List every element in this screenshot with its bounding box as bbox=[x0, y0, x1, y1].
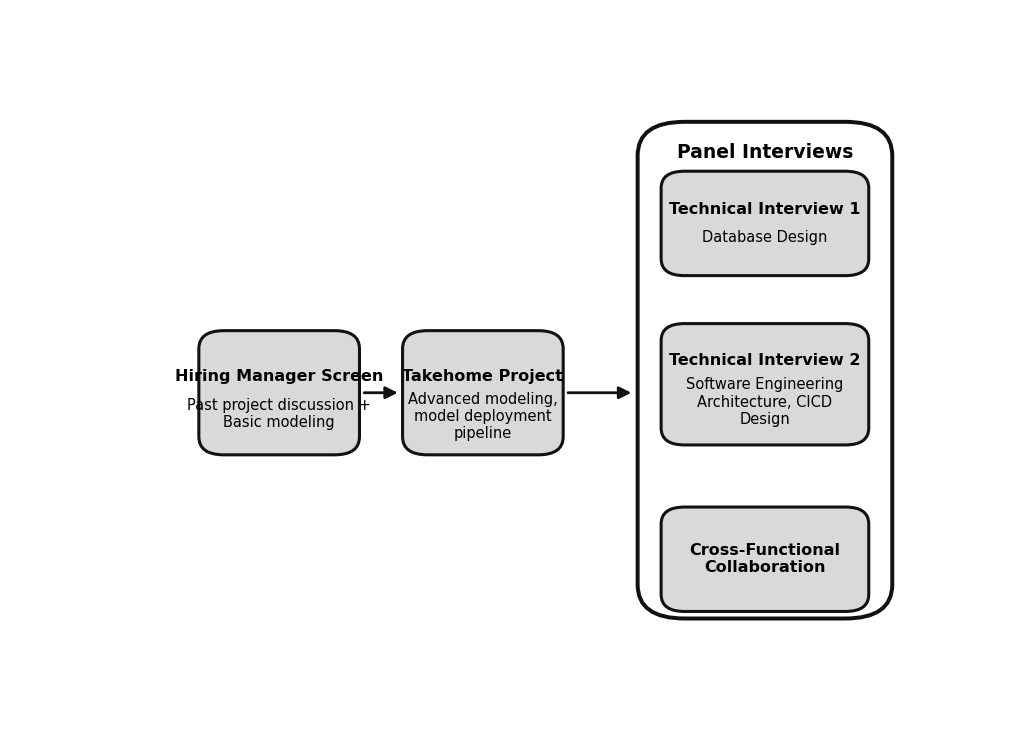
FancyBboxPatch shape bbox=[402, 331, 563, 454]
Text: Cross-Functional
Collaboration: Cross-Functional Collaboration bbox=[690, 543, 840, 575]
Text: Database Design: Database Design bbox=[703, 230, 828, 245]
Text: Hiring Manager Screen: Hiring Manager Screen bbox=[175, 369, 383, 384]
FancyBboxPatch shape bbox=[199, 331, 360, 454]
FancyBboxPatch shape bbox=[661, 172, 868, 276]
FancyBboxPatch shape bbox=[661, 323, 868, 445]
Text: Software Engineering
Architecture, CICD
Design: Software Engineering Architecture, CICD … bbox=[686, 377, 843, 427]
Text: Panel Interviews: Panel Interviews bbox=[676, 144, 853, 163]
Text: Technical Interview 1: Technical Interview 1 bbox=[669, 202, 860, 217]
Text: Takehome Project: Takehome Project bbox=[402, 369, 563, 384]
Text: Past project discussion +
Basic modeling: Past project discussion + Basic modeling bbox=[187, 398, 371, 430]
Text: Advanced modeling,
model deployment
pipeline: Advanced modeling, model deployment pipe… bbox=[408, 391, 558, 441]
FancyBboxPatch shape bbox=[661, 507, 868, 611]
Text: Technical Interview 2: Technical Interview 2 bbox=[669, 353, 860, 368]
FancyBboxPatch shape bbox=[638, 122, 893, 619]
